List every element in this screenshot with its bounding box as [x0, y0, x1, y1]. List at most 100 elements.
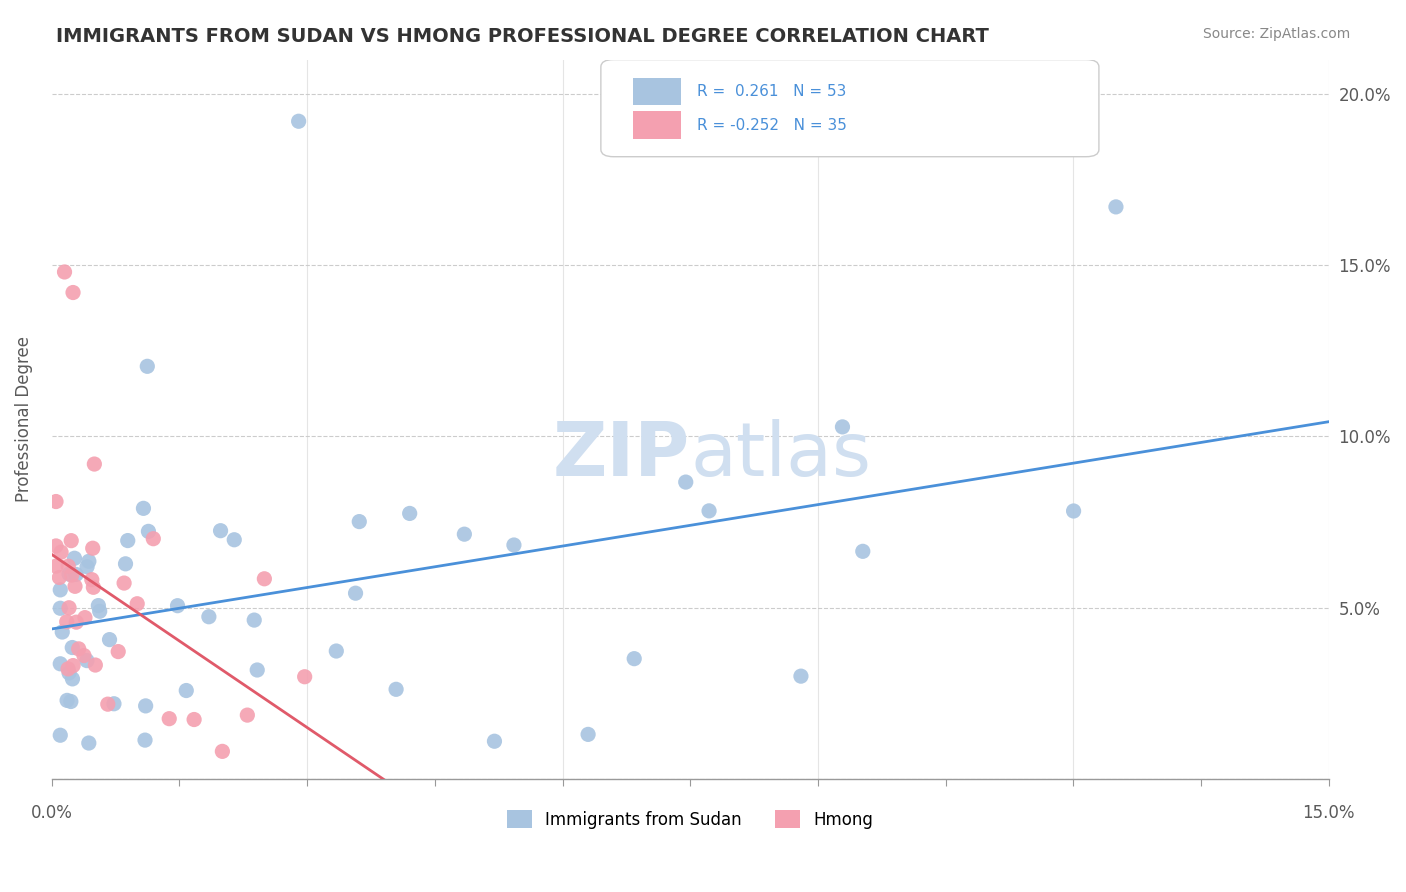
Point: [675, 475, 697, 489]
Point: [49, 728, 72, 742]
Point: [1105, 200, 1128, 214]
Point: [63, 579, 86, 593]
Point: [243, 613, 266, 627]
Point: [142, 532, 165, 546]
Point: [183, 713, 205, 727]
Point: [174, 683, 197, 698]
Point: [49, 657, 72, 671]
Legend: Immigrants from Sudan, Hmong: Immigrants from Sudan, Hmong: [501, 804, 880, 835]
Point: [58, 559, 80, 574]
Point: [58, 600, 80, 615]
Text: atlas: atlas: [690, 418, 872, 491]
Point: [45, 494, 67, 508]
Point: [60, 640, 83, 655]
Point: [209, 524, 232, 538]
Point: [77, 554, 100, 568]
Text: R = -0.252   N = 35: R = -0.252 N = 35: [696, 118, 846, 133]
Point: [62, 672, 84, 686]
Text: R =  0.261   N = 53: R = 0.261 N = 53: [696, 84, 846, 99]
Point: [831, 420, 853, 434]
Point: [211, 744, 233, 758]
Point: [59, 694, 82, 708]
Point: [166, 599, 188, 613]
Point: [503, 538, 526, 552]
Point: [83, 457, 105, 471]
Point: [56, 693, 79, 707]
Point: [287, 114, 309, 128]
Bar: [633, 112, 682, 139]
Point: [398, 507, 420, 521]
Point: [253, 572, 276, 586]
Point: [198, 609, 221, 624]
Point: [45, 559, 67, 574]
Point: [136, 359, 159, 374]
Point: [56, 662, 79, 676]
Point: [127, 597, 149, 611]
Point: [112, 576, 135, 591]
Point: [349, 515, 371, 529]
Point: [385, 682, 408, 697]
Point: [117, 533, 139, 548]
Point: [45, 539, 67, 553]
Point: [576, 727, 599, 741]
Point: [97, 697, 120, 711]
Point: [53, 265, 76, 279]
Point: [1063, 504, 1085, 518]
Bar: [633, 78, 682, 105]
Point: [60, 568, 83, 582]
Point: [107, 644, 129, 658]
Point: [49, 582, 72, 597]
Point: [98, 632, 121, 647]
Point: [60, 533, 83, 548]
Point: [135, 698, 157, 713]
Point: [62, 658, 84, 673]
Point: [132, 501, 155, 516]
Point: [49, 545, 72, 559]
Point: [134, 733, 156, 747]
Text: IMMIGRANTS FROM SUDAN VS HMONG PROFESSIONAL DEGREE CORRELATION CHART: IMMIGRANTS FROM SUDAN VS HMONG PROFESSIO…: [56, 27, 988, 45]
Point: [103, 697, 125, 711]
Point: [246, 663, 269, 677]
Point: [325, 644, 347, 658]
Text: 0.0%: 0.0%: [31, 804, 73, 822]
Point: [51, 625, 73, 640]
Point: [55, 615, 77, 629]
Point: [76, 559, 98, 574]
Point: [58, 567, 80, 582]
FancyBboxPatch shape: [600, 60, 1099, 157]
Point: [623, 651, 645, 665]
Point: [236, 708, 259, 723]
Point: [138, 524, 160, 539]
Point: [157, 712, 180, 726]
Point: [65, 567, 87, 582]
Text: ZIP: ZIP: [553, 418, 690, 491]
Point: [790, 669, 813, 683]
Point: [65, 615, 87, 629]
Point: [73, 648, 96, 663]
Point: [48, 570, 70, 584]
Point: [67, 641, 90, 656]
Point: [224, 533, 246, 547]
Point: [852, 544, 875, 558]
Point: [80, 573, 103, 587]
Point: [114, 557, 136, 571]
Point: [76, 654, 98, 668]
Text: 15.0%: 15.0%: [1302, 804, 1355, 822]
Point: [453, 527, 475, 541]
Point: [697, 504, 720, 518]
Point: [344, 586, 367, 600]
Point: [73, 610, 96, 624]
Y-axis label: Professional Degree: Professional Degree: [15, 336, 32, 502]
Point: [82, 541, 104, 556]
Point: [84, 658, 107, 673]
Point: [58, 665, 80, 680]
Point: [484, 734, 506, 748]
Point: [63, 551, 86, 566]
Point: [82, 580, 104, 594]
Point: [62, 285, 84, 300]
Point: [49, 601, 72, 615]
Point: [89, 604, 111, 618]
Point: [87, 599, 110, 613]
Point: [77, 736, 100, 750]
Text: Source: ZipAtlas.com: Source: ZipAtlas.com: [1202, 27, 1350, 41]
